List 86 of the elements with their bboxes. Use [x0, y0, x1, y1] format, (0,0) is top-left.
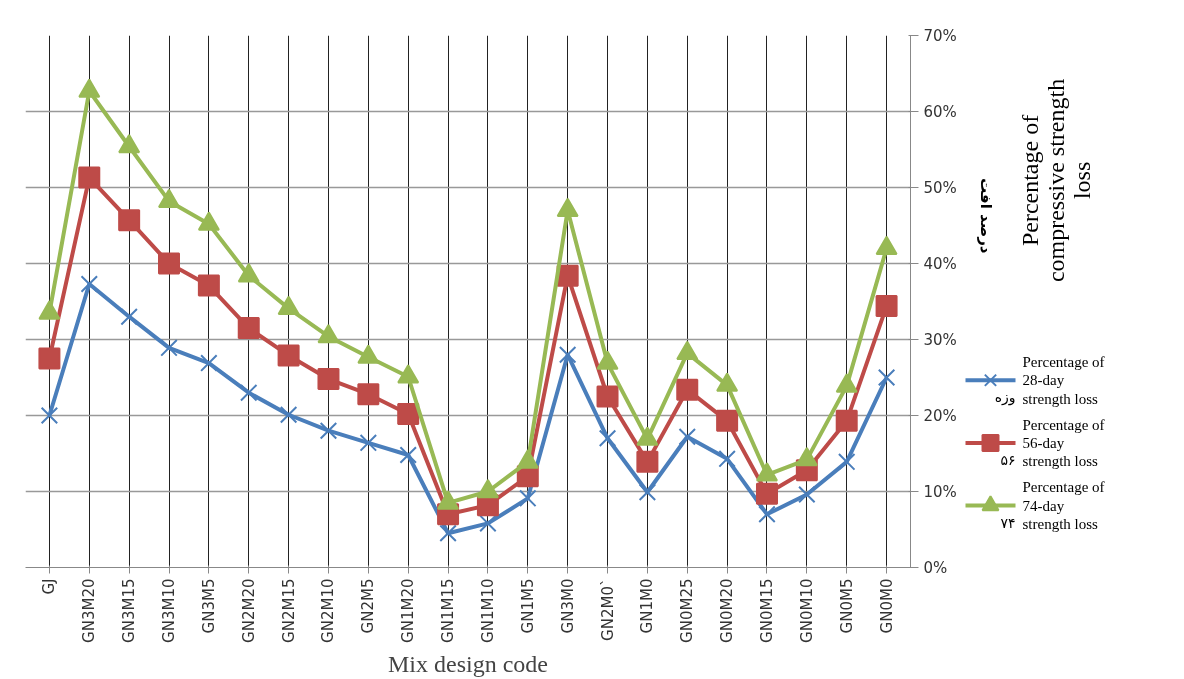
x-tick-label: GN0M0: [877, 578, 896, 634]
x-tick-label: GN3M0: [558, 578, 577, 634]
x-tick-label: GN1M15: [439, 578, 458, 643]
x-tick-label: GN0M15: [757, 578, 776, 643]
x-tick-label: GN1M10: [478, 578, 497, 643]
y-tick-label: 40%: [923, 254, 957, 273]
x-tick-label: GN0M5: [837, 578, 856, 634]
point: [877, 368, 896, 387]
point: [837, 453, 856, 471]
point: [197, 211, 220, 231]
legend-label: Percentage of 28-day strength loss: [1022, 353, 1105, 407]
point: [875, 295, 898, 318]
point: [118, 209, 141, 232]
point: [38, 347, 61, 370]
point: [758, 505, 776, 524]
x-tick-label: GN0M20: [718, 578, 737, 643]
point: [678, 428, 697, 446]
point: [200, 354, 218, 372]
y-axis-title: Percentage of compressive strength loss: [1016, 78, 1095, 283]
point: [755, 482, 778, 505]
x-tick-label: GN0M25: [678, 578, 697, 643]
legend-label: Percentage of 74-day strength loss: [1022, 479, 1105, 532]
point: [835, 409, 858, 432]
x-tick-label: GN2M5: [359, 578, 378, 634]
point: [317, 368, 340, 391]
x-tick-label: GN2M15: [279, 578, 298, 643]
point: [237, 317, 260, 340]
point: [598, 429, 617, 448]
point: [479, 514, 497, 533]
point: [160, 339, 178, 357]
point: [279, 405, 298, 424]
y-tick-label: 30%: [923, 330, 957, 349]
point: [120, 307, 138, 326]
point: [40, 406, 59, 425]
x-tick-label: GN0M10: [797, 578, 816, 643]
point: [158, 252, 181, 275]
y-tick-label: 60%: [923, 102, 957, 121]
point: [596, 385, 619, 408]
x-tick-label: GN3M15: [120, 578, 139, 643]
point: [277, 344, 300, 367]
x-tick-label: GN1M20: [399, 578, 418, 643]
y-tick-label: 20%: [923, 406, 957, 425]
point: [197, 274, 220, 297]
x-tick-label: GJ: [40, 578, 59, 595]
y-tick-label: 50%: [923, 178, 957, 197]
legend-label: Percentage of 56-day strength loss: [1022, 416, 1105, 470]
point: [556, 197, 579, 218]
x-tick-label: GN3M5: [199, 578, 218, 634]
point: [158, 188, 181, 208]
point: [319, 421, 338, 440]
point: [638, 483, 657, 502]
point: [80, 275, 99, 293]
x-tick-label: GN3M20: [80, 578, 99, 643]
x-tick-label: GN1M5: [518, 578, 537, 634]
point: [718, 450, 736, 468]
x-tick-label: GN2M0`: [598, 578, 617, 641]
x-axis-title: Mix design code: [388, 650, 548, 677]
point: [239, 383, 258, 402]
point: [439, 524, 457, 543]
text: درصد افت: [976, 177, 995, 254]
point: [78, 166, 101, 189]
y-tick-label: 10%: [923, 482, 957, 501]
text: ۷۴: [1000, 514, 1016, 531]
text: ۵۶: [1000, 452, 1016, 469]
point: [716, 409, 739, 432]
x-tick-label: GN1M0: [638, 578, 657, 634]
point: [399, 446, 417, 464]
point: [357, 383, 380, 406]
point: [519, 489, 537, 508]
point: [798, 485, 816, 504]
point: [118, 133, 141, 154]
point: [558, 345, 577, 364]
point: [636, 450, 659, 473]
point: [359, 434, 378, 452]
point: [78, 78, 101, 98]
y-tick-label: 0%: [923, 558, 948, 577]
y-tick-label: 70%: [923, 26, 957, 45]
point: [237, 263, 260, 283]
x-tick-label: GN3M10: [160, 578, 179, 643]
text: وزه: [994, 389, 1016, 407]
point: [397, 402, 420, 425]
x-tick-label: GN2M10: [319, 578, 338, 643]
point: [676, 378, 699, 401]
point: [875, 235, 898, 256]
x-tick-label: GN2M20: [239, 578, 258, 643]
point: [556, 264, 579, 287]
